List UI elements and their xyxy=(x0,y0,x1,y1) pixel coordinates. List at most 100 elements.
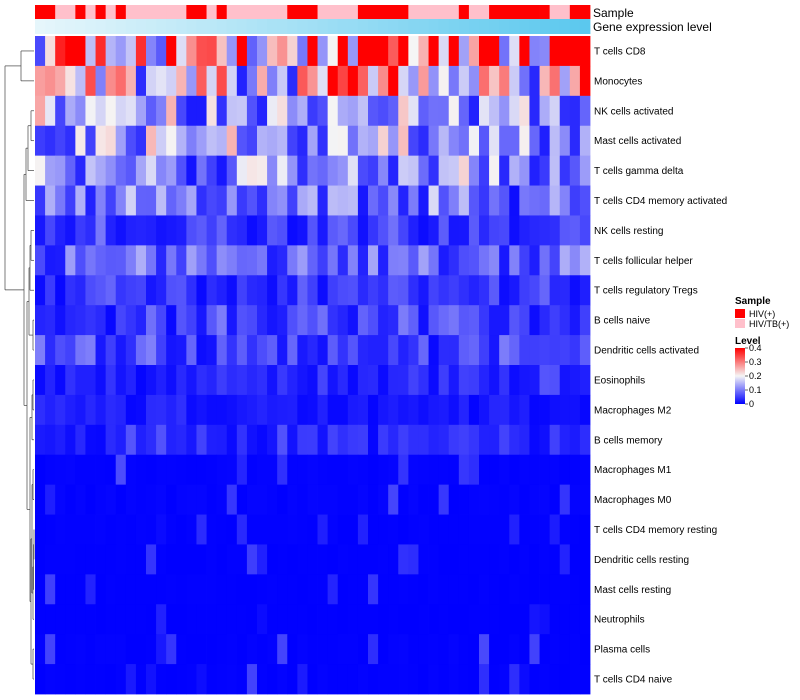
heatmap-cell xyxy=(569,125,581,157)
heatmap-cell xyxy=(347,245,359,276)
heatmap-cell xyxy=(539,634,551,665)
heatmap-cell xyxy=(327,36,339,67)
heatmap-cell xyxy=(206,215,218,246)
heatmap-cell xyxy=(176,335,187,366)
heatmap-cell xyxy=(277,454,288,486)
heatmap-cell xyxy=(509,424,520,456)
heatmap-cell xyxy=(246,484,258,515)
heatmap-cell xyxy=(297,604,308,635)
heatmap-cell xyxy=(368,95,379,127)
heatmap-cell xyxy=(519,125,530,157)
heatmap-cell xyxy=(105,634,117,665)
heatmap-cell xyxy=(458,155,470,186)
heatmap-cell xyxy=(438,125,450,157)
heatmap-cell xyxy=(579,305,591,336)
heatmap-cell xyxy=(388,275,399,306)
heatmap-cell xyxy=(327,544,339,575)
gene-expression-annotation-cell xyxy=(146,19,157,34)
heatmap-cell xyxy=(368,245,379,276)
heatmap-cell xyxy=(206,514,218,545)
heatmap-cell xyxy=(559,394,571,426)
heatmap-cell xyxy=(105,95,117,127)
heatmap-cell xyxy=(559,634,571,665)
heatmap-cell xyxy=(428,365,440,396)
heatmap-cell xyxy=(277,394,288,426)
heatmap-cell xyxy=(317,95,329,127)
heatmap-cell xyxy=(418,36,429,67)
heatmap-cell xyxy=(418,574,429,605)
sample-annotation-cell xyxy=(307,5,318,19)
heatmap-cell xyxy=(105,36,117,67)
heatmap-cell xyxy=(428,424,440,456)
heatmap-cell xyxy=(438,36,450,67)
sample-annotation-cell xyxy=(438,5,450,19)
heatmap-cell xyxy=(176,125,187,157)
sample-annotation-cell xyxy=(378,5,389,19)
heatmap-cell xyxy=(216,245,228,276)
heatmap-cell xyxy=(176,36,187,67)
heatmap-cell xyxy=(216,574,228,605)
heatmap-cell xyxy=(347,155,359,186)
heatmap-cell xyxy=(125,574,137,605)
heatmap-cell xyxy=(115,125,127,157)
heatmap-cell xyxy=(388,185,399,216)
heatmap-cell xyxy=(257,365,268,396)
heatmap-cell xyxy=(479,544,490,575)
heatmap-cell xyxy=(458,65,470,97)
sample-annotation-cell xyxy=(468,5,480,19)
heatmap-cell xyxy=(337,394,349,426)
sample-annotation-cell xyxy=(166,5,177,19)
heatmap-cell xyxy=(115,305,127,336)
heatmap-cell xyxy=(438,424,450,456)
heatmap-cell xyxy=(519,335,530,366)
heatmap-cell xyxy=(559,95,571,127)
heatmap-cell xyxy=(539,484,551,515)
heatmap-cell xyxy=(357,155,369,186)
heatmap-cell xyxy=(549,125,561,157)
heatmap-cell xyxy=(297,125,308,157)
heatmap-cell xyxy=(489,634,500,665)
heatmap-cell xyxy=(458,36,470,67)
heatmap-cell xyxy=(499,365,510,396)
heatmap-cell xyxy=(347,275,359,306)
heatmap-cell xyxy=(226,305,238,336)
sample-annotation-cell xyxy=(267,5,278,19)
heatmap-cell xyxy=(307,185,318,216)
heatmap-cell xyxy=(45,454,56,486)
heatmap-cell xyxy=(357,245,369,276)
heatmap-cell xyxy=(428,664,440,695)
heatmap-cell xyxy=(236,424,248,456)
heatmap-cell xyxy=(418,275,429,306)
heatmap-cell xyxy=(75,65,86,97)
heatmap-cell xyxy=(398,574,409,605)
heatmap-cell xyxy=(307,65,318,97)
heatmap-cell xyxy=(75,215,86,246)
heatmap-cell xyxy=(226,604,238,635)
heatmap-cell xyxy=(297,155,308,186)
heatmap-cell xyxy=(519,454,530,486)
heatmap-cell xyxy=(146,484,157,515)
heatmap-cell xyxy=(489,65,500,97)
heatmap-cell xyxy=(519,305,530,336)
heatmap-cell xyxy=(65,335,76,366)
heatmap-cell xyxy=(45,95,56,127)
heatmap-cell xyxy=(115,335,127,366)
heatmap-cell xyxy=(569,245,581,276)
gene-expression-annotation-cell xyxy=(176,19,187,34)
row-label: Macrophages M0 xyxy=(594,495,672,506)
heatmap-cell xyxy=(65,394,76,426)
heatmap-cell xyxy=(539,454,551,486)
heatmap-cell xyxy=(287,424,298,456)
heatmap-cell xyxy=(277,484,288,515)
row-label: NK cells resting xyxy=(594,226,663,237)
heatmap-cell xyxy=(307,574,318,605)
heatmap-cell xyxy=(297,185,308,216)
row-label: Dendritic cells activated xyxy=(594,346,699,357)
heatmap-cell xyxy=(529,484,540,515)
sample-annotation-cell xyxy=(156,5,167,19)
heatmap-cell xyxy=(327,215,339,246)
heatmap-cell xyxy=(559,454,571,486)
heatmap-cell xyxy=(35,484,46,515)
heatmap-cell xyxy=(135,125,147,157)
heatmap-cell xyxy=(519,36,530,67)
